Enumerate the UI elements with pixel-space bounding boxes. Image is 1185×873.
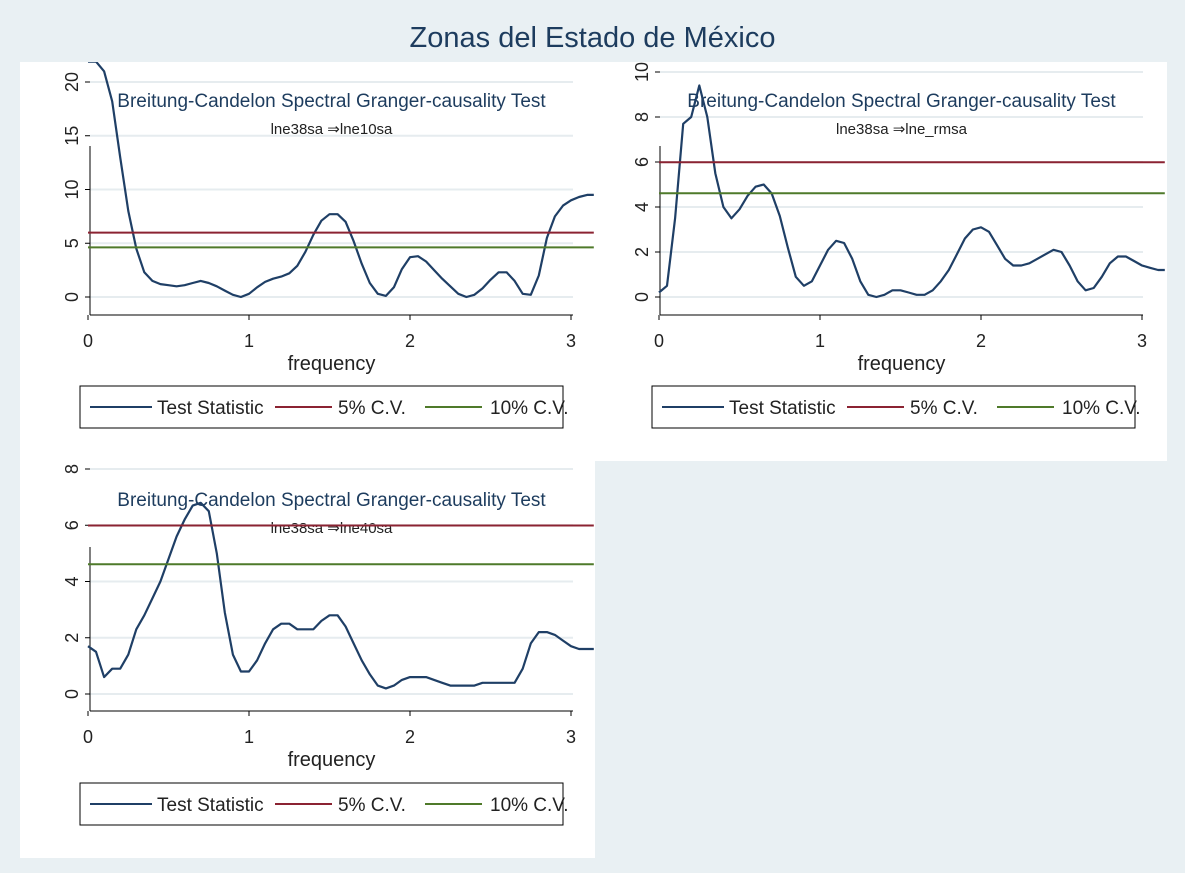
y-tick-label: 15	[62, 126, 82, 146]
x-tick-label: 0	[83, 331, 93, 351]
x-tick-label: 1	[244, 331, 254, 351]
y-tick-label: 20	[62, 72, 82, 92]
legend-label: 10% C.V.	[1062, 398, 1141, 419]
x-axis-label: frequency	[858, 353, 946, 375]
y-tick-label: 0	[62, 689, 82, 699]
legend-label: Test Statistic	[157, 795, 264, 816]
x-tick-label: 3	[566, 331, 576, 351]
y-tick-label: 10	[632, 62, 652, 82]
legend-label: 10% C.V.	[490, 398, 569, 419]
legend-label: 5% C.V.	[338, 398, 406, 419]
x-axis-label: frequency	[288, 353, 376, 375]
x-tick-label: 2	[405, 331, 415, 351]
series-test-statistic	[88, 62, 594, 299]
y-tick-label: 8	[632, 112, 652, 122]
x-tick-label: 3	[1137, 331, 1147, 351]
legend-box	[79, 385, 564, 429]
chart-panel-lne10sa: Breitung-Candelon Spectral Granger-causa…	[20, 62, 595, 461]
chart-title: Breitung-Candelon Spectral Granger-causa…	[117, 490, 546, 511]
y-tick-label: 2	[632, 247, 652, 257]
chart-panel-lne-rmsa: Breitung-Candelon Spectral Granger-causa…	[595, 62, 1167, 461]
series-test-statistic	[87, 501, 594, 690]
legend-label: Test Statistic	[157, 398, 264, 419]
chart-lne10sa: Breitung-Candelon Spectral Granger-causa…	[62, 62, 594, 429]
x-tick-label: 2	[976, 331, 986, 351]
chart-subtitle: lne38sa ⇒lne_rmsa	[836, 121, 968, 138]
y-tick-label: 10	[62, 179, 82, 199]
chart-title: Breitung-Candelon Spectral Granger-causa…	[687, 91, 1116, 112]
legend-label: 10% C.V.	[490, 795, 569, 816]
chart-lne-rmsa: Breitung-Candelon Spectral Granger-causa…	[632, 62, 1165, 429]
y-tick-label: 5	[62, 238, 82, 248]
x-tick-label: 1	[244, 727, 254, 747]
chart-subtitle: lne38sa ⇒lne10sa	[271, 121, 393, 138]
legend-label: 5% C.V.	[338, 795, 406, 816]
y-tick-label: 8	[62, 464, 82, 474]
y-tick-label: 2	[62, 633, 82, 643]
y-tick-label: 0	[632, 292, 652, 302]
chart-panel-lne40sa: Breitung-Candelon Spectral Granger-causa…	[20, 461, 595, 858]
figure-title: Zonas del Estado de México	[409, 22, 776, 54]
legend-label: 5% C.V.	[910, 398, 978, 419]
y-tick-label: 0	[62, 292, 82, 302]
chart-subtitle: lne38sa ⇒lne40sa	[271, 520, 393, 537]
x-tick-label: 3	[566, 727, 576, 747]
y-tick-label: 6	[62, 520, 82, 530]
legend-label: Test Statistic	[729, 398, 836, 419]
x-tick-label: 0	[654, 331, 664, 351]
x-tick-label: 2	[405, 727, 415, 747]
chart-lne40sa: Breitung-Candelon Spectral Granger-causa…	[62, 464, 594, 826]
chart-title: Breitung-Candelon Spectral Granger-causa…	[117, 91, 546, 112]
y-tick-label: 6	[632, 157, 652, 167]
x-tick-label: 0	[83, 727, 93, 747]
y-tick-label: 4	[62, 576, 82, 586]
y-tick-label: 4	[632, 202, 652, 212]
x-tick-label: 1	[815, 331, 825, 351]
x-axis-label: frequency	[288, 749, 376, 771]
series-test-statistic	[658, 84, 1165, 299]
